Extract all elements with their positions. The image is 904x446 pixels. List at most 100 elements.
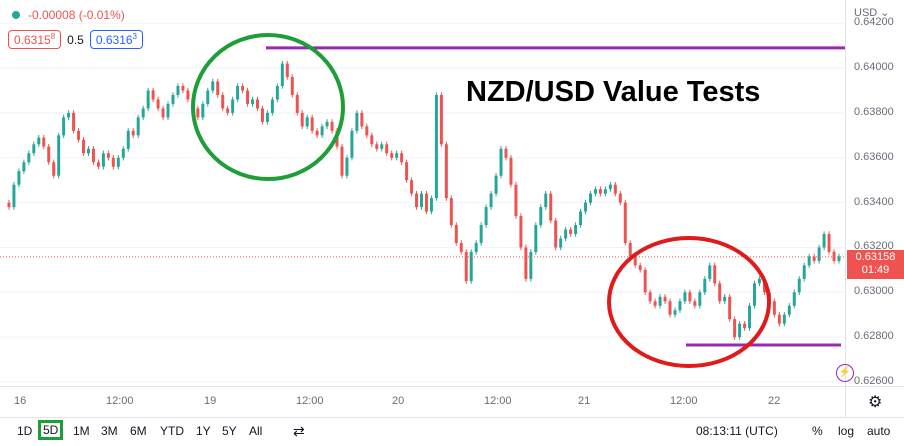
legend: -0.00008 (-0.01%) 0.63158 0.5 0.63163	[8, 8, 143, 49]
candle-body	[67, 112, 71, 118]
price-tick-label: 0.63400	[854, 195, 894, 208]
candle-body	[47, 146, 51, 163]
timeframe-1m[interactable]: 1M	[73, 424, 90, 438]
bid-button[interactable]: 0.63158	[8, 30, 62, 49]
candle-body	[42, 137, 46, 147]
candle-body	[449, 198, 453, 226]
candle-body	[37, 137, 41, 145]
candle-body	[688, 292, 692, 302]
candle-body	[206, 90, 210, 104]
candle-body	[569, 229, 573, 234]
candle-body	[564, 229, 568, 239]
annotation-title: NZD/USD Value Tests	[466, 76, 761, 108]
currency-selector[interactable]: USD ⌄	[854, 6, 890, 19]
candle-body	[111, 157, 115, 167]
candle-body	[72, 112, 76, 131]
candle-body	[320, 126, 324, 136]
candle-body	[459, 242, 463, 252]
candle-body	[141, 108, 145, 118]
price-axis[interactable]: USD ⌄ 0.64200 0.64000 0.63800 0.63600 0.6340…	[836, 0, 904, 387]
candle-body	[668, 301, 672, 315]
ask-button[interactable]: 0.63163	[89, 30, 143, 49]
timeframe-ytd[interactable]: YTD	[160, 424, 184, 438]
candle-body	[678, 301, 682, 311]
candle-body	[439, 94, 443, 145]
gear-icon[interactable]: ⚙	[868, 394, 883, 411]
candle-body	[479, 225, 483, 243]
candle-body	[623, 202, 627, 243]
bottom-toolbar: 1D 5D 1M 3M 6M YTD 1Y 5Y All ⇄ 08:13:11 (UTC) % …	[0, 417, 904, 446]
bid-price-sup: 8	[50, 32, 56, 41]
candle-body	[837, 256, 841, 261]
candle-body	[226, 108, 230, 113]
chevron-down-icon: ⌄	[880, 7, 890, 19]
candle-body	[161, 108, 165, 118]
timeframe-all[interactable]: All	[249, 424, 263, 438]
price-tick-label: 0.62800	[854, 330, 894, 343]
candle-body	[171, 94, 175, 104]
candle-body	[181, 86, 185, 91]
timeframe-3m[interactable]: 3M	[101, 424, 118, 438]
candle-body	[236, 86, 240, 100]
candle-body	[280, 63, 284, 86]
candle-body	[360, 112, 364, 127]
candle-body	[822, 234, 826, 248]
candle-body	[151, 90, 155, 100]
price-tick-label: 0.63800	[854, 105, 894, 118]
candle-body	[325, 121, 329, 127]
candle-body	[613, 184, 617, 194]
candle-body	[802, 265, 806, 279]
candle-body	[718, 283, 722, 302]
candle-body	[315, 130, 319, 136]
price-tick-label: 0.63000	[854, 285, 894, 298]
clock-time[interactable]: 08:13:11 (UTC)	[696, 424, 778, 438]
bid-price: 0.6315	[14, 33, 51, 47]
chart-settings[interactable]: ⚙	[845, 386, 904, 417]
candle-body	[574, 225, 578, 234]
timeframe-1y[interactable]: 1Y	[196, 424, 211, 438]
bar-countdown: 01:49	[861, 264, 890, 276]
candle-body	[529, 251, 533, 279]
candle-body	[648, 292, 652, 302]
lightning-icon[interactable]: ⚡	[836, 364, 854, 382]
candle-body	[598, 189, 602, 194]
candle-body	[12, 184, 16, 208]
candle-body	[663, 296, 667, 302]
price-tick-label: 0.63600	[854, 150, 894, 163]
candle-body	[643, 269, 647, 293]
candle-body	[77, 130, 81, 140]
percent-toggle[interactable]: %	[812, 424, 823, 438]
chart-plot-area[interactable]: NZD/USD Value Tests -0.00008 (-0.01%) 0.…	[0, 0, 845, 386]
price-chart[interactable]	[0, 0, 845, 386]
candle-body	[703, 278, 707, 293]
candle-body	[196, 108, 200, 118]
candle-body	[410, 180, 414, 194]
candle-body	[633, 256, 637, 266]
timeframe-5y[interactable]: 5Y	[222, 424, 237, 438]
candle-body	[524, 247, 528, 279]
candle-body	[101, 153, 105, 167]
log-toggle[interactable]: log	[838, 424, 855, 438]
candle-body	[549, 193, 553, 221]
candle-body	[290, 77, 294, 95]
time-tick-label: 12:00	[484, 395, 512, 407]
auto-toggle[interactable]: auto	[867, 424, 891, 438]
candle-body	[608, 184, 612, 190]
time-axis[interactable]: 16 12:00 19 12:00 20 12:00 21 12:00 22	[0, 386, 845, 417]
candle-body	[260, 108, 264, 122]
timeframe-6m[interactable]: 6M	[130, 424, 147, 438]
timeframe-1d[interactable]: 1D	[17, 424, 33, 438]
candle-body	[106, 153, 110, 158]
candle-body	[355, 112, 359, 131]
time-tick-label: 12:00	[106, 395, 134, 407]
timeframe-5d[interactable]: 5D	[38, 420, 64, 440]
price-change: -0.00008 (-0.01%)	[28, 8, 125, 22]
date-range-icon[interactable]: ⇄	[293, 423, 305, 439]
candle-body	[539, 207, 543, 226]
candle-body	[593, 189, 597, 194]
candle-body	[797, 278, 801, 293]
candle-body	[22, 162, 26, 172]
candle-body	[807, 256, 811, 266]
candle-body	[310, 117, 314, 131]
ask-price-sup: 3	[132, 32, 137, 41]
